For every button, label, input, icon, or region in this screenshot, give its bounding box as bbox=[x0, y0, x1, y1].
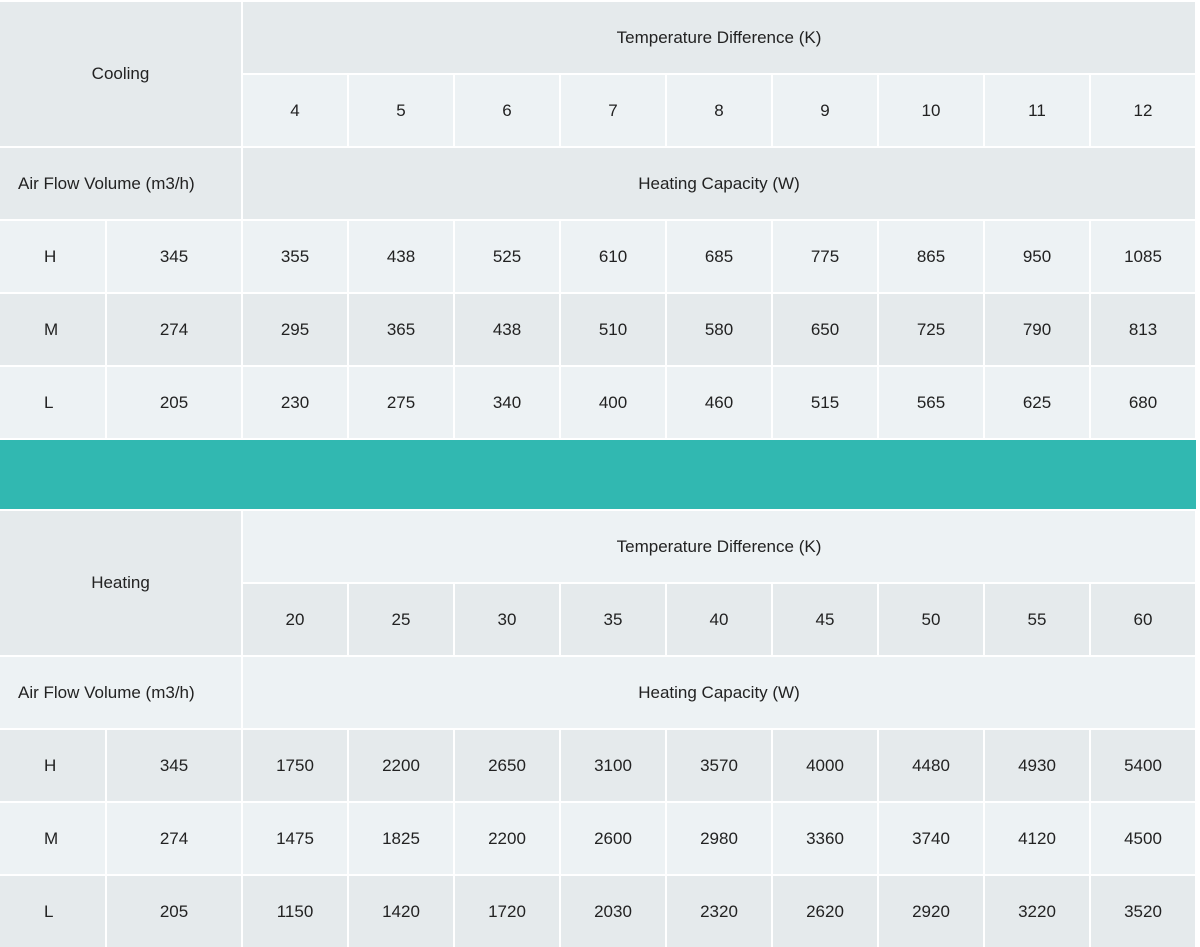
capacity-value: 515 bbox=[773, 367, 877, 438]
capacity-value: 510 bbox=[561, 294, 665, 365]
capacity-value: 1085 bbox=[1091, 221, 1195, 292]
capacity-value: 3220 bbox=[985, 876, 1089, 947]
temperature-value: 8 bbox=[667, 75, 771, 146]
capacity-value: 460 bbox=[667, 367, 771, 438]
capacity-value: 2200 bbox=[455, 803, 559, 874]
heating-capacity-header: Heating Capacity (W) bbox=[243, 148, 1195, 219]
capacity-value: 2650 bbox=[455, 730, 559, 801]
capacity-value: 4480 bbox=[879, 730, 983, 801]
capacity-value: 3570 bbox=[667, 730, 771, 801]
capacity-value: 2320 bbox=[667, 876, 771, 947]
temperature-value: 11 bbox=[985, 75, 1089, 146]
temperature-value: 30 bbox=[455, 584, 559, 655]
air-flow-value: 205 bbox=[107, 876, 241, 947]
temperature-value: 20 bbox=[243, 584, 347, 655]
capacity-value: 340 bbox=[455, 367, 559, 438]
capacity-value: 725 bbox=[879, 294, 983, 365]
capacity-value: 580 bbox=[667, 294, 771, 365]
capacity-value: 865 bbox=[879, 221, 983, 292]
temperature-value: 9 bbox=[773, 75, 877, 146]
capacity-value: 813 bbox=[1091, 294, 1195, 365]
capacity-value: 680 bbox=[1091, 367, 1195, 438]
cooling-title: Cooling bbox=[0, 2, 241, 146]
temperature-value: 45 bbox=[773, 584, 877, 655]
temperature-value: 25 bbox=[349, 584, 453, 655]
capacity-value: 3740 bbox=[879, 803, 983, 874]
capacity-value: 610 bbox=[561, 221, 665, 292]
capacity-value: 3360 bbox=[773, 803, 877, 874]
air-flow-volume-label: Air Flow Volume (m3/h) bbox=[0, 657, 241, 728]
capacity-value: 1150 bbox=[243, 876, 347, 947]
fan-speed-label: L bbox=[0, 876, 105, 947]
capacity-value: 400 bbox=[561, 367, 665, 438]
temperature-value: 60 bbox=[1091, 584, 1195, 655]
fan-speed-label: H bbox=[0, 730, 105, 801]
fan-speed-label: L bbox=[0, 367, 105, 438]
capacity-value: 625 bbox=[985, 367, 1089, 438]
capacity-value: 3100 bbox=[561, 730, 665, 801]
capacity-value: 2030 bbox=[561, 876, 665, 947]
capacity-value: 1825 bbox=[349, 803, 453, 874]
capacity-value: 2980 bbox=[667, 803, 771, 874]
temperature-value: 10 bbox=[879, 75, 983, 146]
capacity-value: 2620 bbox=[773, 876, 877, 947]
capacity-value: 4930 bbox=[985, 730, 1089, 801]
temperature-difference-header: Temperature Difference (K) bbox=[243, 511, 1195, 582]
capacity-value: 1750 bbox=[243, 730, 347, 801]
capacity-value: 438 bbox=[455, 294, 559, 365]
capacity-value: 5400 bbox=[1091, 730, 1195, 801]
capacity-value: 2200 bbox=[349, 730, 453, 801]
capacity-value: 775 bbox=[773, 221, 877, 292]
temperature-value: 35 bbox=[561, 584, 665, 655]
capacity-value: 4500 bbox=[1091, 803, 1195, 874]
capacity-value: 1475 bbox=[243, 803, 347, 874]
temperature-value: 55 bbox=[985, 584, 1089, 655]
air-flow-value: 205 bbox=[107, 367, 241, 438]
capacity-value: 295 bbox=[243, 294, 347, 365]
capacity-value: 2600 bbox=[561, 803, 665, 874]
fan-speed-label: M bbox=[0, 803, 105, 874]
heating-table: Heating Temperature Difference (K) 20 25 30 3… bbox=[0, 511, 1196, 947]
air-flow-volume-label: Air Flow Volume (m3/h) bbox=[0, 148, 241, 219]
temperature-difference-header: Temperature Difference (K) bbox=[243, 2, 1195, 73]
cooling-table: Cooling Temperature Difference (K) 4 5 6 7 8 9 1… bbox=[0, 2, 1196, 438]
air-flow-value: 274 bbox=[107, 294, 241, 365]
fan-speed-label: H bbox=[0, 221, 105, 292]
capacity-value: 355 bbox=[243, 221, 347, 292]
capacity-value: 365 bbox=[349, 294, 453, 365]
temperature-value: 6 bbox=[455, 75, 559, 146]
air-flow-value: 345 bbox=[107, 730, 241, 801]
air-flow-value: 274 bbox=[107, 803, 241, 874]
section-divider-band bbox=[0, 440, 1196, 509]
capacity-value: 438 bbox=[349, 221, 453, 292]
capacity-value: 565 bbox=[879, 367, 983, 438]
capacity-value: 275 bbox=[349, 367, 453, 438]
heating-capacity-header: Heating Capacity (W) bbox=[243, 657, 1195, 728]
capacity-value: 4120 bbox=[985, 803, 1089, 874]
temperature-value: 7 bbox=[561, 75, 665, 146]
temperature-value: 50 bbox=[879, 584, 983, 655]
capacity-value: 4000 bbox=[773, 730, 877, 801]
capacity-value: 950 bbox=[985, 221, 1089, 292]
heating-title: Heating bbox=[0, 511, 241, 655]
air-flow-value: 345 bbox=[107, 221, 241, 292]
capacity-value: 790 bbox=[985, 294, 1089, 365]
capacity-value: 1720 bbox=[455, 876, 559, 947]
temperature-value: 4 bbox=[243, 75, 347, 146]
capacity-value: 1420 bbox=[349, 876, 453, 947]
temperature-value: 5 bbox=[349, 75, 453, 146]
temperature-value: 12 bbox=[1091, 75, 1195, 146]
fan-speed-label: M bbox=[0, 294, 105, 365]
capacity-value: 685 bbox=[667, 221, 771, 292]
temperature-value: 40 bbox=[667, 584, 771, 655]
capacity-value: 3520 bbox=[1091, 876, 1195, 947]
capacity-value: 2920 bbox=[879, 876, 983, 947]
capacity-value: 650 bbox=[773, 294, 877, 365]
capacity-value: 230 bbox=[243, 367, 347, 438]
capacity-value: 525 bbox=[455, 221, 559, 292]
